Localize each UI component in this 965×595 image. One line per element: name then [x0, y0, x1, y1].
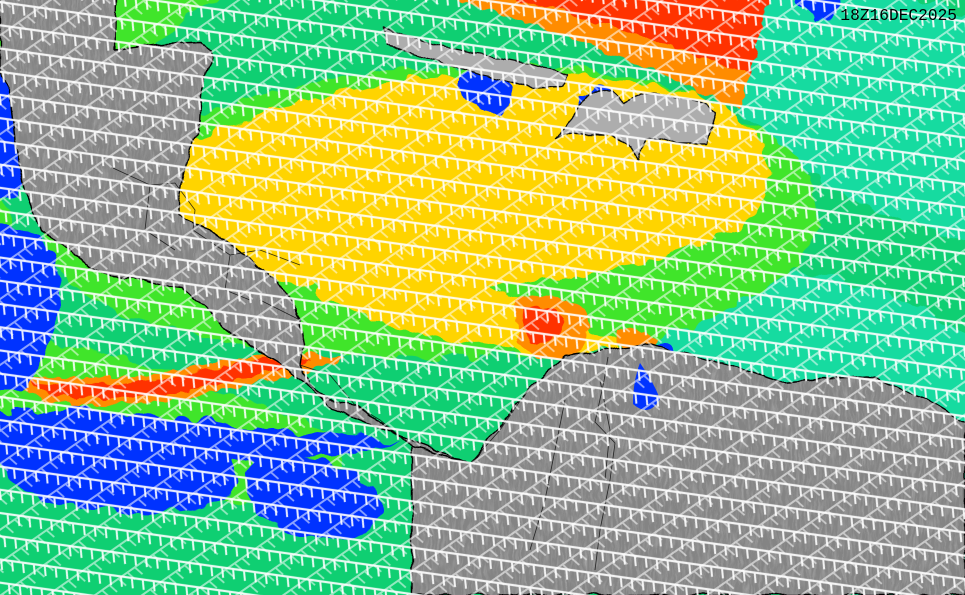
svg-text:18Z16DEC2025: 18Z16DEC2025 — [840, 7, 957, 25]
